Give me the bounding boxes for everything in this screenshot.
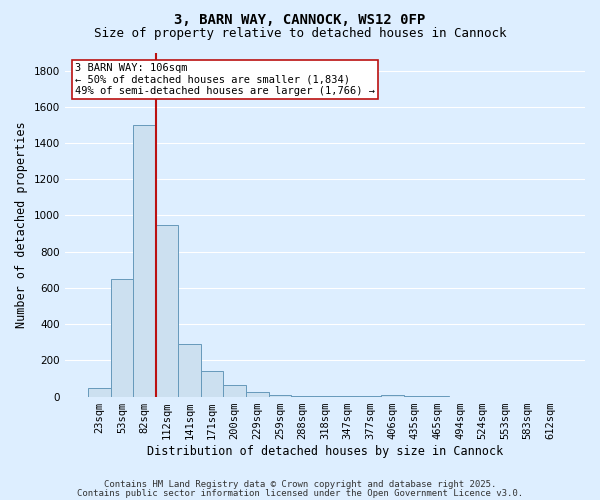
Text: Contains HM Land Registry data © Crown copyright and database right 2025.: Contains HM Land Registry data © Crown c… — [104, 480, 496, 489]
Text: Size of property relative to detached houses in Cannock: Size of property relative to detached ho… — [94, 28, 506, 40]
Bar — [111, 279, 133, 396]
Text: 3, BARN WAY, CANNOCK, WS12 0FP: 3, BARN WAY, CANNOCK, WS12 0FP — [175, 12, 425, 26]
Bar — [201, 371, 223, 396]
Bar — [88, 388, 111, 396]
Text: Contains public sector information licensed under the Open Government Licence v3: Contains public sector information licen… — [77, 490, 523, 498]
Bar — [133, 125, 156, 396]
Bar — [246, 392, 269, 396]
X-axis label: Distribution of detached houses by size in Cannock: Distribution of detached houses by size … — [147, 444, 503, 458]
Bar — [178, 344, 201, 397]
Bar — [156, 224, 178, 396]
Bar — [269, 395, 291, 396]
Text: 3 BARN WAY: 106sqm
← 50% of detached houses are smaller (1,834)
49% of semi-deta: 3 BARN WAY: 106sqm ← 50% of detached hou… — [75, 63, 375, 96]
Y-axis label: Number of detached properties: Number of detached properties — [15, 121, 28, 328]
Bar — [223, 385, 246, 396]
Bar — [381, 395, 404, 396]
